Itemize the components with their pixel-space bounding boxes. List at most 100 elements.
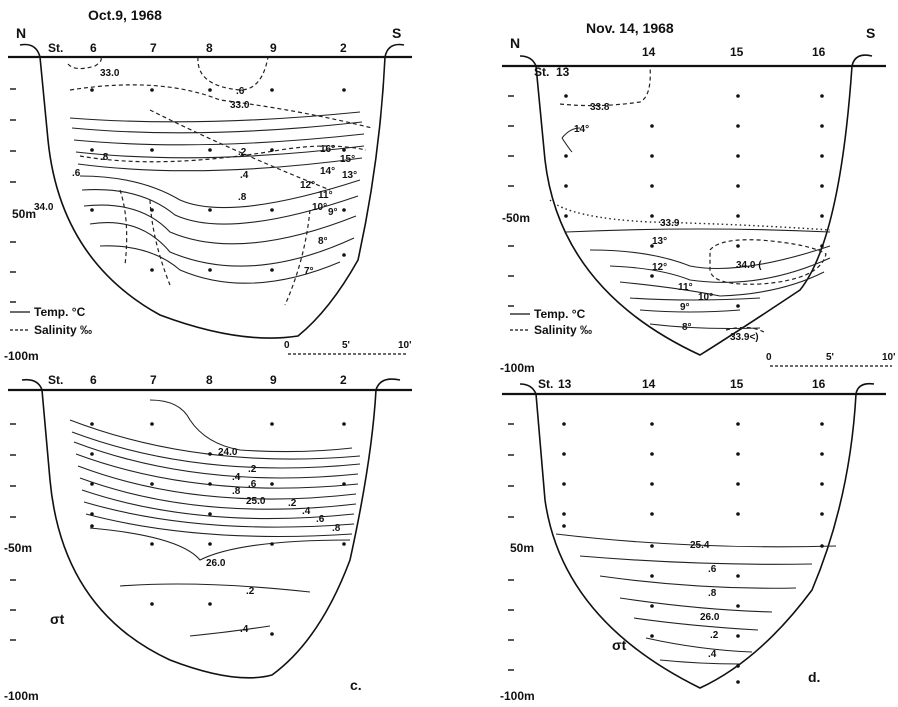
svg-text:33.0: 33.0 bbox=[230, 100, 250, 111]
svg-text:16°: 16° bbox=[320, 144, 335, 155]
panel-a-depth-ticks bbox=[10, 88, 16, 303]
panel-b-legend-temp: Temp. °C bbox=[534, 307, 586, 321]
svg-text:.6: .6 bbox=[236, 86, 245, 97]
panel-a-legend-temp: Temp. °C bbox=[34, 305, 86, 319]
panel-c-basin-profile bbox=[21, 378, 401, 679]
svg-text:10': 10' bbox=[398, 340, 412, 351]
panel-b-station-16: 16 bbox=[812, 45, 826, 59]
panel-a-sample-dots bbox=[90, 88, 346, 272]
svg-text:.6: .6 bbox=[316, 514, 325, 525]
svg-text:.4: .4 bbox=[708, 649, 717, 660]
panel-b-legend: Temp. °C Salinity ‰ bbox=[510, 307, 592, 337]
panel-d-sigma-t-labels: 25.4 .6 .8 26.0 .2 .4 bbox=[690, 540, 720, 660]
panel-c-station-8: 8 bbox=[206, 373, 213, 387]
panel-d-sigma-t-symbol: σt bbox=[612, 637, 627, 653]
panel-d-station-13: 13 bbox=[558, 377, 572, 391]
svg-text:.8: .8 bbox=[232, 486, 241, 497]
panel-b-north-label: N bbox=[510, 35, 520, 51]
panel-a-scale-bar: 0 5' 10' bbox=[284, 340, 412, 355]
panel-a-station-2: 2 bbox=[340, 41, 347, 55]
panel-a-legend: Temp. °C Salinity ‰ bbox=[10, 305, 92, 337]
panel-a-legend-salinity: Salinity ‰ bbox=[34, 323, 92, 337]
panel-b-station-14: 14 bbox=[642, 45, 656, 59]
panel-d-depth-100: -100m bbox=[500, 689, 535, 703]
svg-text:34.0: 34.0 bbox=[34, 202, 54, 213]
panel-c-sigma-t-labels: 24.0 .2 .4 .6 .8 25.0 .2 .4 .6 .8 26.0 .… bbox=[206, 447, 341, 635]
panel-c-sample-dots bbox=[90, 422, 346, 636]
svg-text:.6: .6 bbox=[72, 168, 81, 179]
panel-b-south-label: S bbox=[866, 25, 875, 41]
svg-text:33.0: 33.0 bbox=[100, 68, 120, 79]
svg-text:13°: 13° bbox=[342, 170, 357, 181]
svg-text:11°: 11° bbox=[318, 190, 333, 201]
svg-text:.8: .8 bbox=[332, 523, 341, 534]
panel-b-isotherms bbox=[561, 127, 831, 330]
svg-text:8°: 8° bbox=[682, 322, 692, 333]
panel-c-station-2: 2 bbox=[340, 373, 347, 387]
svg-text:12°: 12° bbox=[300, 180, 315, 191]
panel-a-station-7: 7 bbox=[150, 41, 157, 55]
svg-text:24.0: 24.0 bbox=[218, 447, 238, 458]
panel-d-station-14: 14 bbox=[642, 377, 656, 391]
panel-d-station-prefix: St. bbox=[538, 377, 553, 391]
svg-text:14°: 14° bbox=[320, 166, 335, 177]
panel-b-isohalines bbox=[549, 65, 831, 333]
panel-a-depth-100: -100m bbox=[4, 349, 39, 363]
panel-c-depth-50: -50m bbox=[4, 541, 32, 555]
svg-text:10': 10' bbox=[882, 352, 896, 363]
panel-a-title: Oct.9, 1968 bbox=[88, 7, 162, 23]
panel-d-station-16: 16 bbox=[812, 377, 826, 391]
panel-a-south-label: S bbox=[392, 25, 401, 41]
panel-b-temperature-salinity: Nov. 14, 1968 N S St. 13 14 15 16 -50m -… bbox=[500, 20, 896, 375]
svg-text:12°: 12° bbox=[652, 262, 667, 273]
svg-text:0: 0 bbox=[284, 340, 290, 351]
svg-text:9°: 9° bbox=[680, 302, 690, 313]
svg-text:.4: .4 bbox=[240, 170, 249, 181]
panel-a-north-label: N bbox=[16, 25, 26, 41]
panel-d-letter: d. bbox=[808, 669, 820, 685]
svg-text:.2: .2 bbox=[246, 586, 255, 597]
svg-text:.6: .6 bbox=[248, 479, 257, 490]
svg-text:.8: .8 bbox=[708, 588, 717, 599]
panel-a-isotherm-labels: 16° 15° 14° 13° 12° 11° 10° 9° 8° 7° bbox=[300, 144, 357, 277]
panel-b-isotherm-labels: 14° 13° 12° 11° 10° 9° 8° bbox=[574, 124, 713, 333]
svg-text:5': 5' bbox=[826, 352, 834, 363]
panel-b-station-13: 13 bbox=[556, 65, 570, 79]
svg-text:10°: 10° bbox=[698, 292, 713, 303]
panel-b-depth-ticks bbox=[508, 95, 514, 307]
panel-d-sigma-t: St. 13 14 15 16 50m -100m 25.4 .6 bbox=[500, 377, 886, 703]
svg-text:26.0: 26.0 bbox=[700, 612, 720, 623]
svg-text:14°: 14° bbox=[574, 124, 589, 135]
svg-text:13°: 13° bbox=[652, 236, 667, 247]
svg-text:.2: .2 bbox=[288, 498, 297, 509]
svg-text:10°: 10° bbox=[312, 202, 327, 213]
panel-c-sigma-t: St. 6 7 8 9 2 -50m -100m bbox=[4, 373, 412, 703]
svg-text:.4: .4 bbox=[302, 506, 311, 517]
svg-text:5': 5' bbox=[342, 340, 350, 351]
panel-a-temperature-salinity: Oct.9, 1968 N S St. 6 7 8 9 2 50m -100m bbox=[4, 7, 412, 363]
panel-d-sample-dots bbox=[562, 422, 824, 684]
panel-c-station-prefix: St. bbox=[48, 373, 63, 387]
panel-b-title: Nov. 14, 1968 bbox=[586, 20, 674, 36]
svg-text:15°: 15° bbox=[340, 154, 355, 165]
svg-text:9°: 9° bbox=[328, 207, 338, 218]
svg-text:.4: .4 bbox=[232, 472, 241, 483]
svg-text:.8: .8 bbox=[238, 192, 247, 203]
panel-a-station-6: 6 bbox=[90, 41, 97, 55]
panel-d-depth-ticks bbox=[508, 423, 514, 671]
panel-c-sigma-t-isopycnals bbox=[69, 399, 361, 637]
panel-d-basin-profile bbox=[519, 382, 875, 689]
panel-a-isohaline-labels: 33.0 33.0 .6 .2 .8 .4 .6 .8 34.0 bbox=[34, 68, 250, 213]
panel-b-scale-bar: 0 5' 10' bbox=[766, 352, 896, 367]
svg-text:25.4: 25.4 bbox=[690, 540, 710, 551]
panel-b-legend-salinity: Salinity ‰ bbox=[534, 323, 592, 337]
panel-c-sigma-t-symbol: σt bbox=[50, 611, 65, 627]
panel-a-station-9: 9 bbox=[270, 41, 277, 55]
panel-c-station-9: 9 bbox=[270, 373, 277, 387]
svg-text:.2: .2 bbox=[710, 630, 719, 641]
svg-text:26.0: 26.0 bbox=[206, 558, 226, 569]
panel-a-isohalines bbox=[67, 56, 373, 306]
panel-a-station-prefix: St. bbox=[48, 41, 63, 55]
svg-text:25.0: 25.0 bbox=[246, 496, 266, 507]
